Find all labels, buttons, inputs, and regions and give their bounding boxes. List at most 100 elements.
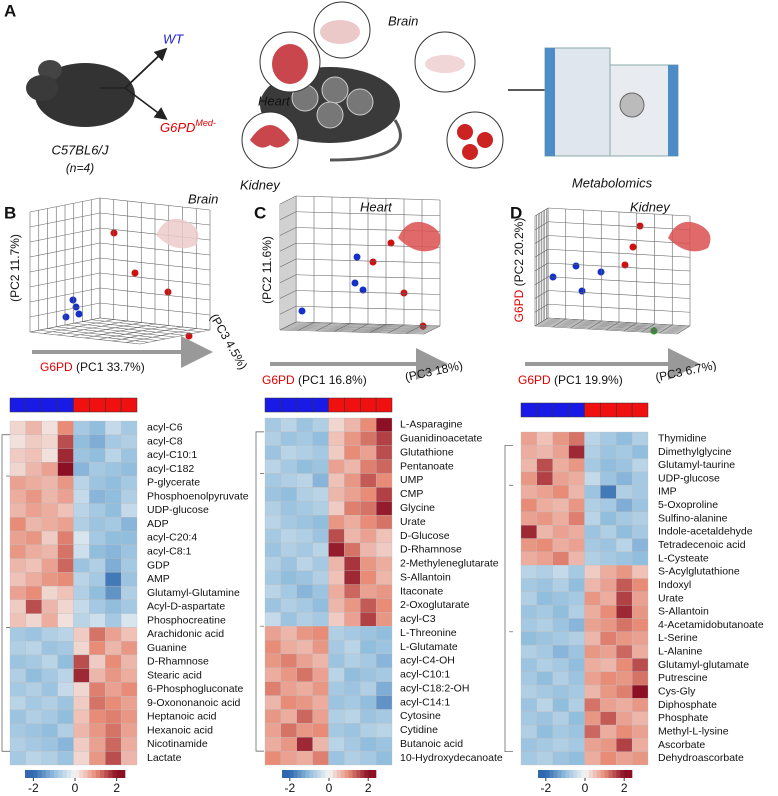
- heatmap-cell: [536, 644, 553, 659]
- heatmap-cell: [520, 605, 538, 619]
- heatmap-cell: [280, 653, 297, 668]
- colorbar-step: [297, 770, 302, 778]
- heatmap-cell: [631, 445, 649, 459]
- heatmap-cell: [280, 598, 297, 613]
- colorbar-step: [100, 770, 105, 778]
- heatmap-cell: [584, 485, 601, 499]
- heatmap-cell: [89, 668, 106, 683]
- colorbar-step: [364, 770, 369, 778]
- organ-image: [398, 221, 441, 252]
- heatmap-cell: [616, 658, 633, 672]
- y-axis-label: G6PD (PC2 20.2%): [512, 218, 526, 323]
- heatmap-cell: [264, 515, 282, 530]
- colorbar-label: 2: [621, 781, 628, 795]
- heatmap-cell: [9, 627, 27, 642]
- heatmap-cell: [105, 751, 122, 766]
- heatmap-cell: [552, 458, 569, 473]
- heatmap-cell: [616, 605, 633, 619]
- heatmap-cell: [552, 711, 569, 726]
- heatmap-cell: [536, 618, 553, 632]
- row-label: Phosphoenolpyruvate: [147, 490, 249, 502]
- row-label: acyl-C20:4: [147, 532, 197, 544]
- heatmap-cell: [631, 431, 649, 446]
- heatmap-cell: [296, 639, 313, 655]
- heatmap-cell: [264, 417, 282, 433]
- colorbar-step: [553, 770, 558, 778]
- blood-cell: [477, 132, 493, 148]
- heatmap-cell: [600, 751, 617, 766]
- heatmap-cell: [73, 737, 90, 752]
- organ-label: Heart: [360, 199, 393, 214]
- dendrogram: [1, 434, 10, 752]
- group-bar: [536, 402, 553, 418]
- grid-line: [659, 324, 673, 334]
- colorbar-label: 2: [365, 781, 372, 795]
- heatmap-cell: [631, 711, 649, 726]
- heatmap-cell: [264, 556, 282, 571]
- heatmap-cell: [568, 471, 585, 486]
- heatmap-cell: [568, 551, 585, 566]
- heatmap-cell: [312, 431, 329, 446]
- g6pd-text: G6PD: [160, 120, 195, 135]
- heatmap-cell: [584, 644, 601, 659]
- heatmap-cell: [280, 584, 297, 599]
- heatmap-cell: [552, 684, 569, 699]
- heatmap-cell: [552, 511, 569, 526]
- heatmap-cell: [9, 613, 27, 628]
- heatmap-cell: [552, 671, 569, 686]
- heatmap-cell: [344, 473, 361, 488]
- heatmap-cell: [9, 641, 27, 656]
- heatmap-cell: [616, 644, 633, 659]
- instrument: [609, 64, 679, 157]
- heatmap-cell: [280, 737, 297, 752]
- heatmap-cell: [312, 639, 329, 655]
- heatmap-cell: [520, 498, 538, 513]
- colorbar-step: [372, 770, 377, 778]
- group-bar: [631, 402, 649, 418]
- heatmap-cell: [375, 570, 393, 585]
- heatmap-cell: [57, 723, 74, 738]
- heatmap-cell: [631, 525, 649, 539]
- heatmap-cell: [41, 475, 58, 490]
- heatmap-cell: [105, 489, 122, 504]
- group-bar: [25, 397, 42, 413]
- organ-label: Heart: [258, 93, 291, 108]
- heatmap-cell: [552, 591, 569, 606]
- organ-image: [668, 221, 711, 252]
- colorbar-step: [616, 770, 621, 778]
- heatmap-cell: [25, 613, 42, 628]
- heatmap-cell: [552, 485, 569, 499]
- grid-line: [547, 235, 691, 244]
- y-axis-label: (PC2 11.6%): [260, 236, 274, 304]
- group-bar: [375, 397, 393, 413]
- heatmap-cell: [105, 599, 122, 614]
- colorbar-step: [321, 770, 326, 778]
- heatmap-cell: [120, 737, 138, 752]
- heatmap-cell: [536, 485, 553, 499]
- colorbar-step: [79, 770, 84, 778]
- heatmap-cell: [328, 639, 345, 655]
- heatmap-cell: [264, 695, 282, 710]
- heatmap-cell: [105, 475, 122, 490]
- heatmap-cell: [600, 431, 617, 446]
- row-label: 9-Oxononanoic acid: [147, 697, 241, 709]
- y-axis-text: (PC2 11.6%): [260, 236, 274, 304]
- heatmap-cell: [312, 570, 329, 585]
- heatmap-cell: [25, 475, 42, 490]
- heatmap-cell: [25, 503, 42, 518]
- colorbar-step: [332, 770, 338, 778]
- heatmap-cell: [360, 584, 377, 599]
- heatmap-cell: [584, 445, 601, 459]
- colorbar-step: [620, 770, 625, 778]
- heatmap-cell: [584, 711, 601, 726]
- colorbar-step: [336, 770, 342, 778]
- group-bar: [296, 397, 313, 413]
- heatmap-cell: [296, 709, 313, 724]
- heatmap-cell: [73, 462, 90, 477]
- heatmap-cell: [73, 489, 90, 504]
- point: [636, 222, 644, 230]
- heatmap-cell: [120, 420, 138, 435]
- y-axis-text: (PC2 20.2%): [512, 218, 526, 287]
- heatmap-cell: [280, 487, 297, 502]
- heatmap-cell: [120, 585, 138, 601]
